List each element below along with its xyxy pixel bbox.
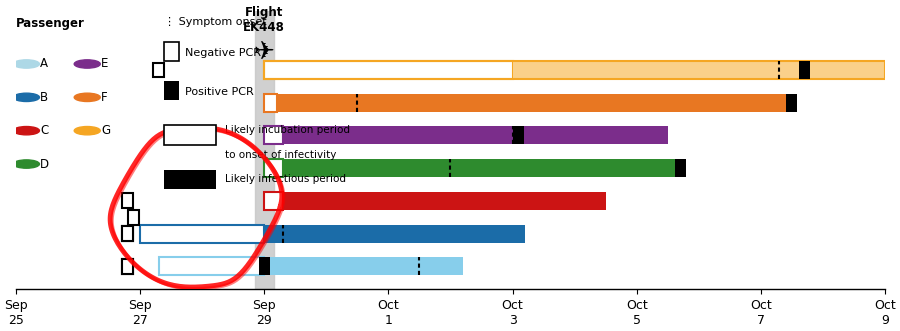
Bar <box>265 192 283 210</box>
Bar <box>122 259 133 274</box>
Circle shape <box>14 60 40 68</box>
Bar <box>674 159 686 177</box>
Bar <box>265 224 525 243</box>
Text: A: A <box>40 58 49 71</box>
Bar <box>158 257 265 275</box>
Bar <box>276 94 792 112</box>
Text: G: G <box>101 124 111 137</box>
Text: C: C <box>40 124 49 137</box>
Text: F: F <box>101 91 108 104</box>
Bar <box>283 126 668 144</box>
Text: Likely incubation period: Likely incubation period <box>224 125 349 135</box>
Bar <box>129 210 140 224</box>
Text: D: D <box>40 158 50 170</box>
Bar <box>283 159 680 177</box>
Text: Flight
EK448: Flight EK448 <box>243 6 285 34</box>
Bar <box>265 61 512 79</box>
Circle shape <box>14 126 40 135</box>
Bar <box>787 94 797 112</box>
Bar <box>122 226 133 241</box>
Text: Likely infectious period: Likely infectious period <box>224 174 346 184</box>
Bar <box>153 63 165 77</box>
Bar <box>513 126 525 144</box>
Text: ✈: ✈ <box>254 40 274 64</box>
Bar <box>164 42 179 61</box>
Bar <box>265 126 283 144</box>
Circle shape <box>14 93 40 102</box>
Bar <box>164 169 216 189</box>
Text: B: B <box>40 91 49 104</box>
Text: ⋮ Symptom onset: ⋮ Symptom onset <box>164 17 266 27</box>
Bar <box>512 61 885 79</box>
Text: E: E <box>101 58 109 71</box>
Bar <box>164 81 179 100</box>
Circle shape <box>74 93 100 102</box>
Text: Positive PCR: Positive PCR <box>185 87 254 97</box>
Text: to onset of infectivity: to onset of infectivity <box>224 150 336 160</box>
Bar <box>122 193 133 208</box>
Bar <box>255 11 274 289</box>
Bar <box>265 159 283 177</box>
Bar <box>283 192 606 210</box>
Circle shape <box>74 126 100 135</box>
Text: Negative PCR: Negative PCR <box>185 48 261 58</box>
Bar <box>122 226 133 241</box>
Circle shape <box>74 60 100 68</box>
Text: Passenger: Passenger <box>16 17 85 30</box>
Circle shape <box>14 160 40 168</box>
Bar <box>265 257 463 275</box>
Bar <box>258 257 270 275</box>
Bar <box>140 224 265 243</box>
Bar <box>265 94 276 112</box>
Bar <box>265 61 885 79</box>
Bar <box>122 259 133 274</box>
Bar <box>798 61 810 79</box>
Bar <box>164 125 216 145</box>
